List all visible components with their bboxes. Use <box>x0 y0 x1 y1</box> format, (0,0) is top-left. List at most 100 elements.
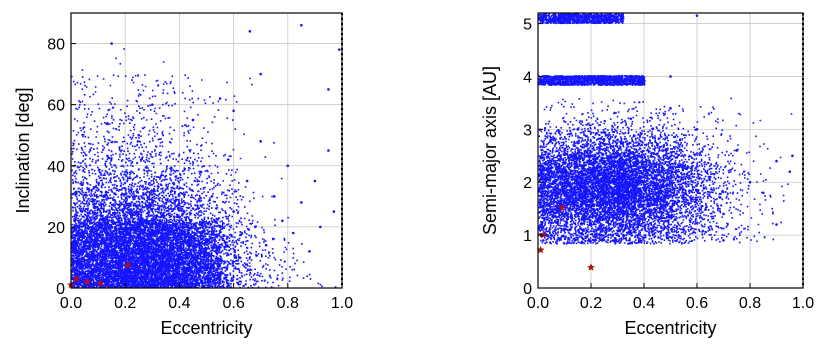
scatter-point <box>102 195 105 198</box>
x-tick-label: 0.4 <box>168 295 190 312</box>
scatter-point <box>576 128 580 131</box>
plot-frame <box>70 12 343 289</box>
y-tick-label: 40 <box>47 159 65 176</box>
scatter-point <box>237 256 241 259</box>
scatter-point <box>281 219 284 223</box>
scatter-point <box>253 225 257 229</box>
scatter-point <box>226 158 230 161</box>
scatter-point <box>77 231 81 235</box>
scatter-point <box>259 140 263 143</box>
scatter-point <box>178 219 181 223</box>
scatter-point <box>327 88 330 91</box>
scatter-point <box>118 256 122 259</box>
scatter-point <box>218 97 222 100</box>
x-tick-label: 0.0 <box>60 295 82 312</box>
scatter-point <box>91 250 94 253</box>
scatter-point <box>589 75 593 78</box>
point-cloud <box>71 23 341 288</box>
star-marker <box>83 277 92 286</box>
scatter-point <box>245 179 249 183</box>
x-tick-label: 0.2 <box>580 295 602 312</box>
scatter-point <box>337 48 341 51</box>
scatter-point <box>319 225 322 229</box>
scatter-point <box>775 223 778 226</box>
scatter-point <box>205 237 208 241</box>
scatter-point <box>642 80 646 84</box>
scatter-point <box>748 180 752 184</box>
y-tick-label: 3 <box>523 122 532 139</box>
scatter-point <box>629 117 633 121</box>
x-tick-label: 0.6 <box>686 295 708 312</box>
scatter-point <box>761 191 765 195</box>
scatter-point <box>313 179 317 183</box>
scatter-point <box>669 75 672 78</box>
scatter-point <box>602 159 606 163</box>
x-tick-label: 0.0 <box>527 295 549 312</box>
x-tick-label: 1.0 <box>331 295 353 312</box>
scatter-point <box>563 80 566 84</box>
scatter-point <box>616 138 619 142</box>
star-marker <box>72 274 81 283</box>
scatter-point <box>642 180 646 184</box>
scatter-point <box>549 170 553 173</box>
scatter-point <box>695 128 699 131</box>
scatter-point <box>722 212 725 216</box>
scatter-point <box>735 149 739 152</box>
scatter-point <box>232 210 235 213</box>
scatter-point <box>272 195 276 198</box>
x-tick-label: 0.2 <box>114 295 136 312</box>
y-axis-label: Inclination [deg] <box>13 87 33 213</box>
plot-frame <box>537 12 804 289</box>
scatter-point <box>151 201 154 204</box>
star-marker <box>557 203 566 211</box>
scatter-point <box>708 175 712 179</box>
scatter-point <box>110 42 113 45</box>
x-tick-label: 0.8 <box>277 295 299 312</box>
scatter-point <box>151 103 154 106</box>
x-tick-label: 0.8 <box>739 295 761 312</box>
scatter-point <box>775 159 778 163</box>
scatter-point <box>248 30 252 33</box>
scatter-point <box>110 237 113 241</box>
scatter-point <box>655 143 659 147</box>
x-tick-label: 0.4 <box>633 295 655 312</box>
point-cloud-path <box>538 13 793 245</box>
scatter-point <box>308 250 311 253</box>
scatter-point <box>557 16 561 20</box>
scatter-point <box>183 250 187 253</box>
x-tick-label: 0.6 <box>222 295 244 312</box>
y-tick-label: 0 <box>523 281 532 298</box>
scatter-point <box>129 188 132 192</box>
point-cloud <box>538 13 794 245</box>
scatter-point <box>682 165 686 168</box>
scatter-point <box>137 133 141 137</box>
scatter-point <box>791 154 794 158</box>
scatter-point <box>96 207 100 210</box>
y-tick-label: 20 <box>47 220 65 237</box>
scatter-point <box>669 106 672 110</box>
scatter-point <box>327 149 330 152</box>
y-tick-label: 80 <box>47 37 65 54</box>
y-tick-label: 60 <box>47 98 65 115</box>
scatter-point <box>264 243 268 247</box>
scatter-point <box>156 262 160 265</box>
chart-panel-1: 0.0 0.2 0.4 0.6 0.8 1.0 0 20 40 60 80 Eccentricity I… <box>13 12 353 338</box>
scatter-point <box>191 207 195 210</box>
scatter-point <box>589 191 593 195</box>
scatter-point <box>549 233 553 237</box>
x-axis-label: Eccentricity <box>160 318 252 338</box>
scatter-point <box>218 225 222 229</box>
y-tick-label: 4 <box>523 69 532 86</box>
y-tick-label: 0 <box>56 281 65 298</box>
y-tick-label: 5 <box>523 17 532 34</box>
scatter-point <box>291 231 295 235</box>
chart-panel-2: 0.0 0.2 0.4 0.6 0.8 1.0 0 1 2 3 4 5 Eccentricity Semi… <box>480 12 814 338</box>
star-marker <box>96 279 105 287</box>
x-axis-label: Eccentricity <box>624 318 716 338</box>
scatter-point <box>722 239 725 242</box>
scatter-point <box>300 201 303 204</box>
scatter-point <box>172 182 176 186</box>
scatter-point <box>682 228 686 232</box>
